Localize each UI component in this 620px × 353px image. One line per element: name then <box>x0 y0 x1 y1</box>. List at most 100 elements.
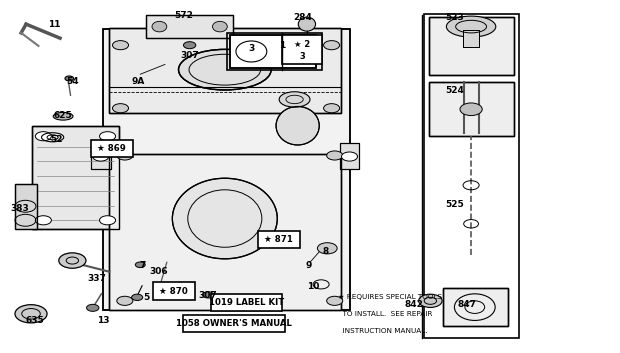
Text: TO INSTALL.  SEE REPAIR: TO INSTALL. SEE REPAIR <box>338 311 432 317</box>
Ellipse shape <box>446 16 496 37</box>
Bar <box>211 294 282 311</box>
Bar <box>91 143 110 169</box>
Bar <box>184 315 285 332</box>
Bar <box>109 28 341 113</box>
Bar <box>109 28 341 113</box>
Ellipse shape <box>15 305 47 323</box>
Ellipse shape <box>112 41 128 50</box>
Bar <box>424 14 518 337</box>
Text: 1019 LABEL KIT: 1019 LABEL KIT <box>209 298 285 307</box>
Bar <box>257 231 299 248</box>
Text: INSTRUCTION MANUAL.: INSTRUCTION MANUAL. <box>338 328 427 334</box>
Bar <box>153 282 195 300</box>
Text: 54: 54 <box>66 77 79 86</box>
Text: ★ REQUIRES SPECIAL TOOLS: ★ REQUIRES SPECIAL TOOLS <box>338 294 442 300</box>
Text: 572: 572 <box>174 11 193 20</box>
Bar <box>428 82 514 136</box>
Text: 5: 5 <box>143 293 149 302</box>
Text: 847: 847 <box>458 300 477 309</box>
Ellipse shape <box>35 216 51 225</box>
Bar <box>91 143 110 169</box>
Ellipse shape <box>327 296 343 305</box>
Ellipse shape <box>100 216 115 225</box>
Ellipse shape <box>179 49 271 90</box>
Text: 52: 52 <box>51 134 63 144</box>
Bar <box>428 17 514 75</box>
Bar <box>15 184 37 229</box>
Bar <box>109 154 341 310</box>
Bar <box>463 30 479 47</box>
Ellipse shape <box>324 41 340 50</box>
Text: 635: 635 <box>26 316 45 325</box>
Ellipse shape <box>135 262 145 268</box>
Bar <box>230 35 316 68</box>
Bar <box>443 288 508 327</box>
Bar <box>282 35 322 65</box>
Text: 337: 337 <box>87 274 107 282</box>
Ellipse shape <box>324 104 340 113</box>
Ellipse shape <box>317 243 337 254</box>
Text: 307: 307 <box>199 291 218 300</box>
Text: 525: 525 <box>446 200 464 209</box>
Bar <box>227 33 322 70</box>
Bar <box>32 126 118 229</box>
Text: eReplacementParts.com: eReplacementParts.com <box>140 172 301 185</box>
Ellipse shape <box>184 42 196 49</box>
Bar <box>104 29 350 310</box>
Bar <box>109 154 341 310</box>
Ellipse shape <box>131 294 143 300</box>
Text: 306: 306 <box>149 267 168 276</box>
Ellipse shape <box>35 132 51 141</box>
Bar <box>443 288 508 327</box>
Ellipse shape <box>276 107 319 145</box>
Bar <box>340 143 360 169</box>
Ellipse shape <box>87 304 99 311</box>
Text: 7: 7 <box>139 261 145 270</box>
Ellipse shape <box>172 178 277 259</box>
Text: 1058 OWNER'S MANUAL: 1058 OWNER'S MANUAL <box>177 319 292 328</box>
Bar <box>230 35 316 68</box>
Text: ★ 871: ★ 871 <box>264 235 293 244</box>
Bar <box>104 29 350 310</box>
Text: 383: 383 <box>11 204 29 213</box>
Text: 3: 3 <box>299 52 305 61</box>
Text: 284: 284 <box>293 13 312 22</box>
Text: 10: 10 <box>307 282 319 291</box>
Ellipse shape <box>117 296 133 305</box>
Bar <box>15 184 37 229</box>
Text: 524: 524 <box>446 86 464 95</box>
Ellipse shape <box>59 253 86 268</box>
Bar <box>146 16 233 38</box>
Bar <box>428 82 514 136</box>
Text: 3: 3 <box>248 44 254 53</box>
Bar <box>146 16 233 38</box>
Ellipse shape <box>65 76 74 81</box>
Ellipse shape <box>93 152 108 161</box>
Ellipse shape <box>279 92 310 107</box>
Bar <box>428 17 514 75</box>
Ellipse shape <box>117 151 133 160</box>
Text: 523: 523 <box>446 13 464 22</box>
Ellipse shape <box>213 21 228 32</box>
Bar <box>463 30 479 47</box>
Bar <box>32 126 118 229</box>
Text: 1: 1 <box>279 41 285 50</box>
Ellipse shape <box>460 103 482 115</box>
Text: 625: 625 <box>54 111 73 120</box>
Bar <box>91 140 133 157</box>
Text: 8: 8 <box>322 247 329 256</box>
Text: 842: 842 <box>404 300 423 309</box>
Text: 11: 11 <box>48 20 60 29</box>
Ellipse shape <box>298 17 316 31</box>
Ellipse shape <box>152 21 167 32</box>
Ellipse shape <box>100 132 115 141</box>
Ellipse shape <box>418 294 442 307</box>
Text: 307: 307 <box>180 51 199 60</box>
Ellipse shape <box>327 151 343 160</box>
Ellipse shape <box>342 152 358 161</box>
Bar <box>340 143 360 169</box>
Text: ★ 2: ★ 2 <box>294 40 311 49</box>
Text: 9: 9 <box>306 261 312 270</box>
Text: ★ 869: ★ 869 <box>97 144 126 153</box>
Ellipse shape <box>53 112 73 120</box>
